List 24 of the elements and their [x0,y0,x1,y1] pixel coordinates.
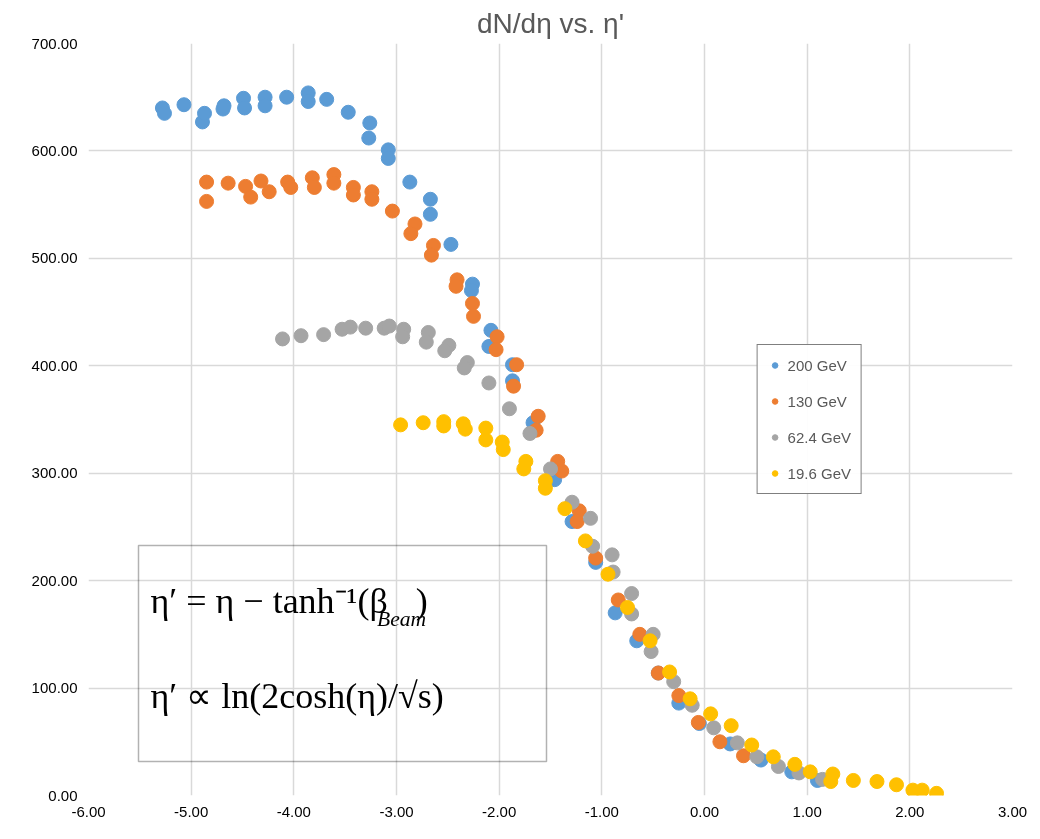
x-tick-label: 2.00 [895,802,925,820]
x-tick-label: -3.00 [379,802,414,820]
legend-label: 130 GeV [787,392,847,410]
annotation: η′ ∝ ln(2cosh(η)/√s) [150,675,444,716]
x-tick-label: -2.00 [482,802,517,820]
x-tick-label: 1.00 [792,802,822,820]
y-tick-label: 500.00 [31,249,78,267]
y-tick-label: 200.00 [31,571,78,589]
x-tick-label: 0.00 [689,802,720,820]
y-tick-label: 600.00 [31,141,78,159]
x-tick-label: -4.00 [276,802,311,820]
legend-label: 19.6 GeV [787,464,851,482]
x-tick-label: -5.00 [174,802,209,820]
y-tick-label: 100.00 [31,679,78,697]
y-tick-label: 0.00 [48,786,78,804]
x-tick-label: -6.00 [71,802,106,820]
x-tick-label: -1.00 [584,802,619,820]
legend-label: 62.4 GeV [787,428,851,446]
x-tick-label: 3.00 [997,802,1028,820]
legend-label: 200 GeV [787,356,847,374]
chart-title: dN/dη vs. η' [477,7,624,39]
y-tick-label: 300.00 [31,464,78,482]
y-tick-label: 700.00 [31,34,78,52]
y-tick-label: 400.00 [31,356,78,374]
